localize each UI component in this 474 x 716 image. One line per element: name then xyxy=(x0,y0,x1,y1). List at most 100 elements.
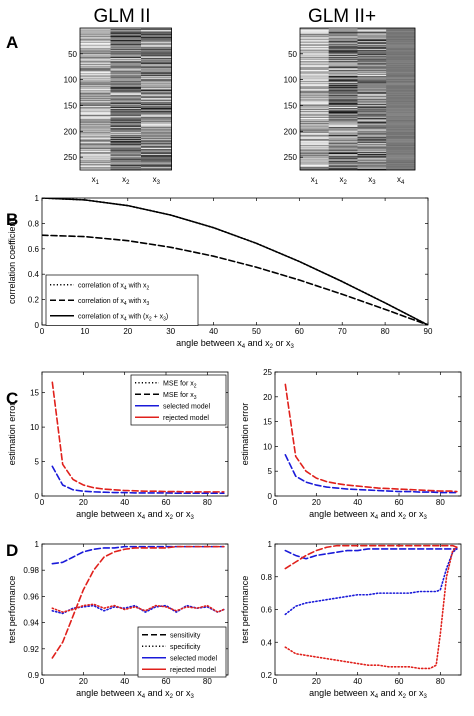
heatmap-cell xyxy=(110,82,142,84)
heatmap-cell xyxy=(300,152,330,154)
heatmap-cell xyxy=(141,158,172,160)
heatmap-cell xyxy=(141,143,172,145)
heatmap-cell xyxy=(386,121,416,123)
heatmap-cell xyxy=(328,79,358,81)
heatmap-cell xyxy=(328,63,358,64)
heatmap-cell xyxy=(110,142,142,143)
heatmap-cell xyxy=(300,123,330,124)
x-tick-label: 20 xyxy=(79,498,88,507)
heatmap-cell xyxy=(357,109,387,111)
heatmap-cell xyxy=(357,83,387,85)
heatmap-cell xyxy=(328,162,358,164)
heatmap-cell xyxy=(300,167,330,169)
y-tick-label: 15 xyxy=(30,389,39,398)
heatmap-cell xyxy=(300,115,330,117)
x-tick-label: 60 xyxy=(162,498,171,507)
heatmap-cell xyxy=(386,90,416,92)
heatmap-cell xyxy=(80,100,111,102)
y-axis-label-part: test performance xyxy=(7,576,17,644)
heatmap-cell xyxy=(141,89,172,91)
heatmap-cell xyxy=(110,113,142,115)
heatmap-cell xyxy=(141,145,172,147)
heatmap-cell xyxy=(141,41,172,43)
heatmap-cell xyxy=(300,100,330,102)
heatmap-cell xyxy=(141,132,172,134)
heatmap-cell xyxy=(110,121,142,123)
heatmap-cell xyxy=(357,105,387,107)
heatmap-cell xyxy=(386,140,416,141)
heatmap-cell xyxy=(328,103,358,105)
heatmap-cell xyxy=(300,136,330,138)
heatmap-cell xyxy=(141,82,172,84)
heatmap-cell xyxy=(80,146,111,148)
heatmap-cell xyxy=(80,164,111,166)
heatmap-cell xyxy=(357,98,387,100)
x-axis-label: angle between x4​ and x2​ or x3​ xyxy=(309,509,427,521)
heatmap-cell xyxy=(80,166,111,168)
heatmap-cell xyxy=(386,93,416,95)
heatmap-cell xyxy=(300,101,330,103)
heatmap-cell xyxy=(357,32,387,33)
heatmap-cell xyxy=(141,57,172,59)
heatmap-cell xyxy=(357,110,387,112)
heatmap-cell xyxy=(386,129,416,131)
heatmap-cell xyxy=(141,152,172,154)
heatmap-cell xyxy=(300,141,330,142)
heatmap-cell xyxy=(386,125,416,126)
heatmap-cell xyxy=(80,133,111,135)
panel-letter-a: A xyxy=(6,33,18,52)
heatmap-cell xyxy=(110,65,142,67)
series-line-selected-sensitivity xyxy=(284,548,458,560)
heatmap-cell xyxy=(386,104,416,106)
heatmap-cell xyxy=(141,57,172,59)
heatmap-cell xyxy=(80,36,111,38)
heatmap-cell xyxy=(386,46,416,48)
heatmap-cell xyxy=(386,144,416,146)
heatmap-cell xyxy=(386,126,416,128)
heatmap-cell xyxy=(80,74,111,76)
heatmap-cell xyxy=(110,143,142,145)
heatmap-cell xyxy=(141,108,172,109)
heatmap-cell xyxy=(141,76,172,78)
heatmap-cell xyxy=(386,121,416,123)
heatmap-cell xyxy=(328,121,358,123)
heatmap-cell xyxy=(80,139,111,141)
heatmap-cell xyxy=(328,163,358,165)
heatmap-cell xyxy=(110,32,142,33)
heatmap-cell xyxy=(386,80,416,82)
heatmap-cell xyxy=(110,93,142,95)
heatmap-cell xyxy=(328,82,358,84)
heatmap-cell xyxy=(300,123,330,125)
heatmap-cell xyxy=(386,154,416,156)
heatmap-cell xyxy=(386,142,416,143)
heatmap-cell xyxy=(386,98,416,100)
heatmap-cell xyxy=(110,128,142,130)
heatmap-cell xyxy=(80,110,111,112)
legend-c: MSE for x2​MSE for x3​selected modelreje… xyxy=(130,374,227,426)
heatmap-cell xyxy=(80,119,111,121)
heatmap-cell xyxy=(80,85,111,87)
heatmap-cell xyxy=(357,133,387,135)
heatmap-cell xyxy=(386,134,416,136)
heatmap-cell xyxy=(386,158,416,159)
heatmap-cell xyxy=(80,129,111,131)
y-tick-label: 0.96 xyxy=(23,592,39,601)
heatmap-cell xyxy=(357,107,387,109)
x-axis-label-part: angle between x xyxy=(76,688,142,698)
heatmap-cell xyxy=(300,138,330,140)
heatmap-cell xyxy=(110,140,142,141)
heatmap-cell xyxy=(357,137,387,139)
series-line-rejected-specificity xyxy=(51,603,225,613)
heatmap-cell xyxy=(141,63,172,64)
heatmap-cell xyxy=(141,90,172,92)
heatmap-cell xyxy=(328,51,358,53)
heatmap-cell xyxy=(141,153,172,155)
heatmap-cell xyxy=(110,130,142,132)
heatmap-cell xyxy=(328,113,358,115)
heatmap-cell xyxy=(80,160,111,162)
heatmap-cell xyxy=(141,119,172,121)
heatmap-cell xyxy=(80,130,111,132)
heatmap-cell xyxy=(300,53,330,55)
heatmap-cell xyxy=(386,131,416,133)
